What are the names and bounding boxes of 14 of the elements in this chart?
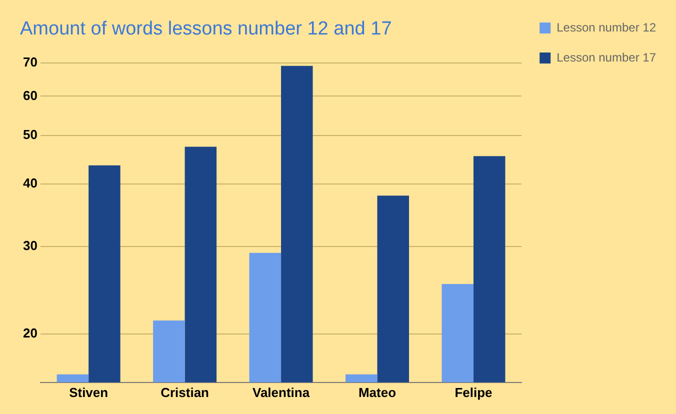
y-tick-label: 50 bbox=[22, 127, 38, 142]
y-tick-label: 30 bbox=[22, 238, 38, 253]
chart-title: Amount of words lessons number 12 and 17 bbox=[20, 18, 392, 40]
legend-label: Lesson number 12 bbox=[556, 20, 656, 34]
y-tick-label: 70 bbox=[22, 54, 38, 70]
x-tick-label: Stiven bbox=[69, 384, 108, 400]
legend-label: Lesson number 17 bbox=[556, 50, 656, 64]
x-tick-label: Mateo bbox=[358, 384, 396, 400]
y-tick-label: 60 bbox=[22, 88, 38, 103]
y-tick-label: 40 bbox=[22, 176, 38, 191]
x-tick-label: Felipe bbox=[454, 384, 492, 400]
y-tick-label: 20 bbox=[22, 326, 38, 341]
x-tick-label: Cristian bbox=[160, 384, 210, 400]
x-tick-label: Valentina bbox=[252, 384, 310, 400]
